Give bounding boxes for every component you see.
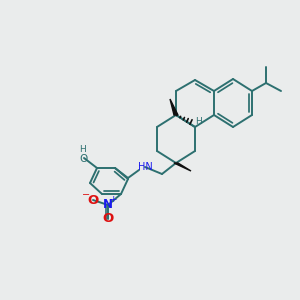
Text: H: H (195, 118, 202, 127)
Text: O: O (80, 154, 88, 164)
Text: N: N (103, 199, 113, 212)
Text: O: O (87, 194, 99, 206)
Polygon shape (170, 99, 178, 115)
Text: HN: HN (138, 162, 152, 172)
Text: −: − (82, 190, 90, 200)
Polygon shape (174, 163, 191, 171)
Text: H: H (80, 145, 86, 154)
Text: O: O (102, 212, 114, 226)
Text: +: + (109, 194, 117, 203)
